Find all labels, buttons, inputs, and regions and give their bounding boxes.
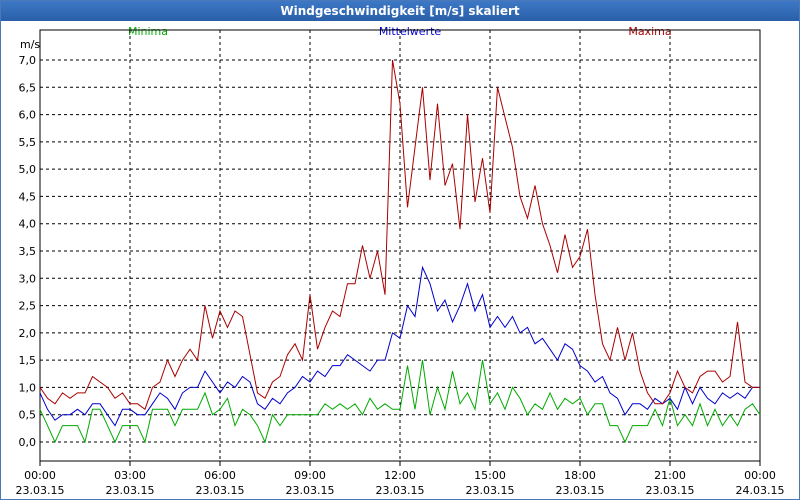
x-tick-label-date: 24.03.15 (736, 484, 785, 497)
series-line-minima (39, 360, 761, 444)
legend-minima: Minima (128, 25, 168, 38)
y-tick-label: 4,5 (19, 190, 37, 203)
series-line-mittelwerte (39, 265, 760, 427)
y-tick-label: 3,0 (19, 272, 37, 285)
x-tick-label-date: 23.03.15 (106, 484, 155, 497)
y-axis-unit-label: m/s (20, 38, 40, 51)
x-tick-label-date: 23.03.15 (16, 484, 65, 497)
x-tick-label-date: 23.03.15 (556, 484, 605, 497)
y-tick-label: 5,5 (19, 136, 37, 149)
x-tick-label-time: 06:00 (204, 469, 236, 482)
x-tick-label-time: 00:00 (744, 469, 776, 482)
window-title: Windgeschwindigkeit [m/s] skaliert (1, 1, 799, 21)
y-tick-label: 3,5 (19, 245, 37, 258)
x-tick-label-time: 21:00 (654, 469, 686, 482)
x-tick-label-date: 23.03.15 (286, 484, 335, 497)
x-tick-label-date: 23.03.15 (646, 484, 695, 497)
x-tick-label-date: 23.03.15 (376, 484, 425, 497)
y-tick-label: 2,0 (19, 327, 37, 340)
x-tick-label-time: 18:00 (564, 469, 596, 482)
legend-mittelwerte: Mittelwerte (379, 25, 442, 38)
y-tick-label: 0,0 (19, 436, 37, 449)
y-tick-label: 4,0 (19, 218, 37, 231)
y-tick-label: 7,0 (19, 54, 37, 67)
y-tick-label: 1,0 (19, 381, 37, 394)
x-tick-label-time: 03:00 (114, 469, 146, 482)
y-tick-label: 6,5 (19, 81, 37, 94)
y-tick-label: 0,5 (19, 409, 37, 422)
legend-maxima: Maxima (628, 25, 671, 38)
y-tick-label: 6,0 (19, 109, 37, 122)
y-tick-label: 2,5 (19, 300, 37, 313)
x-tick-label-time: 09:00 (294, 469, 326, 482)
y-tick-label: 5,0 (19, 163, 37, 176)
x-tick-label-date: 23.03.15 (466, 484, 515, 497)
x-tick-label-time: 12:00 (384, 469, 416, 482)
x-tick-label-date: 23.03.15 (196, 484, 245, 497)
x-tick-label-time: 15:00 (474, 469, 506, 482)
series-line-maxima (39, 59, 760, 411)
x-tick-label-time: 00:00 (24, 469, 56, 482)
y-tick-label: 1,5 (19, 354, 37, 367)
